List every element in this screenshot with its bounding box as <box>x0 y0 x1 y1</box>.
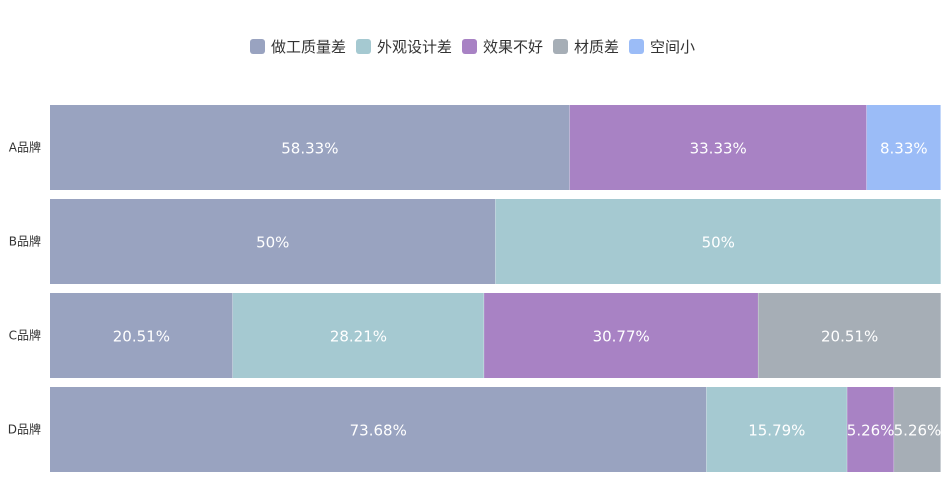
category-label-2: C品牌 <box>9 329 41 343</box>
legend-item-3[interactable]: 材质差 <box>553 36 619 57</box>
bar-segment-3-0[interactable] <box>50 387 707 472</box>
bar-segment-0-2[interactable] <box>569 105 867 190</box>
legend-item-4[interactable]: 空间小 <box>629 36 695 57</box>
bar-segment-0-0[interactable] <box>50 105 570 190</box>
bar-segment-2-1[interactable] <box>232 293 485 378</box>
legend-swatch-0 <box>249 39 265 54</box>
legend-swatch-4 <box>629 39 645 54</box>
bar-segment-3-1[interactable] <box>706 387 848 472</box>
data-label-3-3: 5.26% <box>894 422 942 440</box>
data-label-2-3: 20.51% <box>821 328 878 346</box>
data-label-2-1: 28.21% <box>330 328 387 346</box>
legend-item-0[interactable]: 做工质量差 <box>249 36 346 57</box>
legend-label-4: 空间小 <box>650 38 696 56</box>
legend-swatch-3 <box>553 39 568 54</box>
data-label-3-2: 5.26% <box>847 422 895 440</box>
bar-segment-2-2[interactable] <box>484 293 759 378</box>
legend-label-3: 材质差 <box>574 38 620 56</box>
legend-label-0: 做工质量差 <box>270 38 346 56</box>
data-label-2-0: 20.51% <box>113 328 170 346</box>
data-label-3-0: 73.68% <box>350 422 407 440</box>
bar-segment-2-3[interactable] <box>758 293 941 378</box>
category-label-1: B品牌 <box>9 235 41 249</box>
chart-legend: 做工质量差 外观设计差 效果不好 材质差 空间小 <box>0 36 945 57</box>
data-label-0-4: 8.33% <box>880 140 928 158</box>
legend-item-2[interactable]: 效果不好 <box>461 36 543 57</box>
data-label-1-0: 50% <box>256 234 289 252</box>
data-label-0-2: 33.33% <box>690 140 747 158</box>
data-label-3-1: 15.79% <box>748 422 805 440</box>
legend-swatch-1 <box>355 39 371 54</box>
legend-label-1: 外观设计差 <box>376 38 452 56</box>
bar-segment-3-3[interactable] <box>894 387 941 472</box>
data-label-0-0: 58.33% <box>281 140 338 158</box>
category-label-0: A品牌 <box>9 141 41 155</box>
legend-label-2: 效果不好 <box>482 38 543 56</box>
bar-segment-2-0[interactable] <box>50 293 233 378</box>
data-label-2-2: 30.77% <box>593 328 650 346</box>
bar-segment-1-1[interactable] <box>495 199 942 284</box>
bar-segment-0-4[interactable] <box>866 105 941 190</box>
category-label-3: D品牌 <box>8 423 41 437</box>
bar-segment-3-2[interactable] <box>847 387 895 472</box>
bar-segment-1-0[interactable] <box>50 199 496 284</box>
data-label-1-1: 50% <box>702 234 735 252</box>
legend-swatch-2 <box>461 39 477 54</box>
legend-item-1[interactable]: 外观设计差 <box>355 36 452 57</box>
